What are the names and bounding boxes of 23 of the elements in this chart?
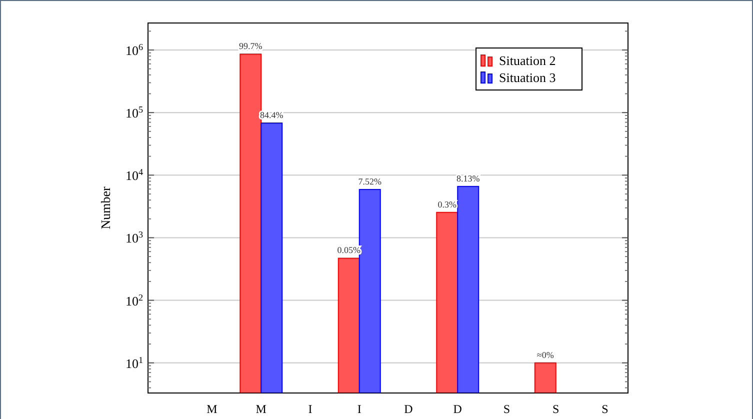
x-tick-label: I (308, 402, 312, 416)
legend-label: Situation 2 (499, 53, 556, 68)
x-tick-label: D (404, 402, 414, 416)
x-tick-label: M (256, 402, 267, 416)
y-axis-title: Number (98, 186, 113, 230)
annotation: 7.52% (358, 176, 382, 186)
x-tick-label: M (206, 402, 218, 416)
annotation: 0.3% (438, 199, 457, 210)
y-tick-label: 10$^{4}$ (125, 167, 144, 184)
y-tick-label: 10$^{3}$ (125, 230, 144, 246)
legend-label: Situation 3 (499, 70, 556, 85)
annotation: 8.13% (456, 173, 480, 184)
annotation: ≈0% (536, 350, 554, 360)
y-tick-label: 10$^{6}$ (125, 42, 144, 58)
x-tick-label: S (552, 402, 560, 416)
y-tick-label: 10$^{1}$ (125, 354, 143, 371)
y-tick-label: 10$^{2}$ (125, 292, 144, 308)
annotation: 99.7% (239, 41, 263, 52)
x-tick-label: S (503, 402, 510, 416)
x-tick-label: S (602, 402, 608, 416)
x-tick-label: I (357, 402, 362, 416)
x-tick-label: D (453, 402, 462, 416)
y-tick-label: 10$^{5}$ (125, 104, 144, 121)
